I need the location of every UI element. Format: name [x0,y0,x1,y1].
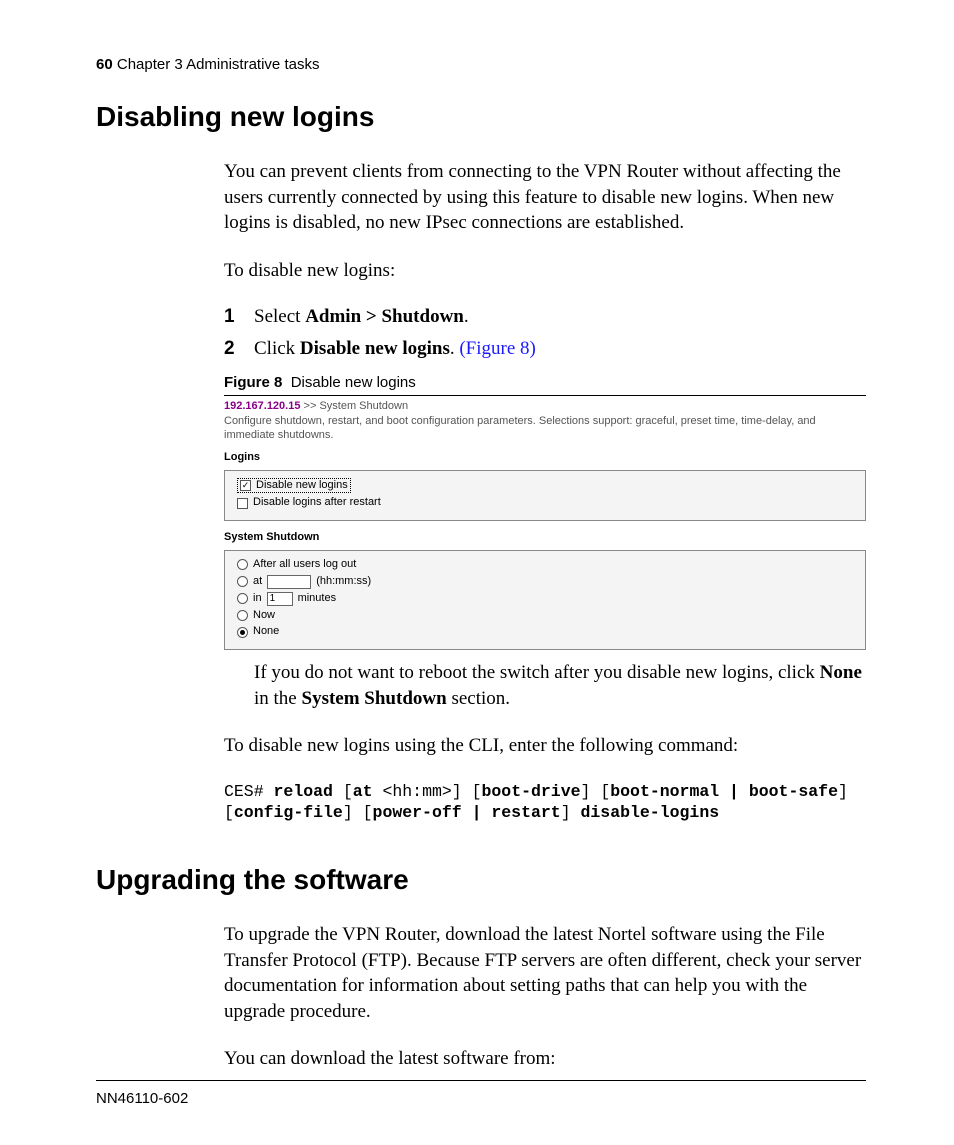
checkbox-row: Disable logins after restart [237,496,853,510]
panel-title-logins: Logins [224,451,866,465]
body-paragraph: To upgrade the VPN Router, download the … [224,922,866,1025]
note-mid: in the [254,688,302,709]
note-pre: If you do not want to reboot the switch … [254,662,820,683]
radio-dot-icon [240,630,245,635]
step-item: 2 Click Disable new logins. (Figure 8) [224,338,866,360]
checkbox-label: Disable new logins [256,479,348,493]
note-post: section. [447,688,510,709]
section-heading-disabling: Disabling new logins [96,101,866,133]
radio-prefix: in [253,592,262,606]
radio-none[interactable] [237,627,248,638]
minutes-input[interactable]: 1 [267,592,293,606]
radio-suffix: minutes [298,592,337,606]
step-pre: Click [254,338,300,359]
panel-title-shutdown: System Shutdown [224,531,866,545]
radio-suffix: (hh:mm:ss) [316,575,371,589]
page-number: 60 [96,56,113,73]
radio-at-time[interactable] [237,576,248,587]
footer-rule [96,1080,866,1081]
radio-prefix: at [253,575,262,589]
radio-row: Now [237,609,853,623]
figure-screenshot: 192.167.120.15 >> System Shutdown Config… [224,400,866,651]
step-text: Select Admin > Shutdown. [254,306,866,328]
radio-label: None [253,625,279,639]
shutdown-panel: After all users log out at (hh:mm:ss) in… [224,550,866,650]
step-number: 1 [224,306,254,328]
step-bold: Disable new logins [300,338,450,359]
note-bold: None [820,662,862,683]
step-post: . [450,338,460,359]
focus-ring: ✓ Disable new logins [237,478,351,494]
radio-in-minutes[interactable] [237,593,248,604]
checkbox-row: ✓ Disable new logins [237,478,853,494]
step-post: . [464,306,469,327]
cli-command: CES# reload [at <hh:mm>] [boot-drive] [b… [224,781,866,824]
section-heading-upgrading: Upgrading the software [96,864,866,896]
radio-row: None [237,625,853,639]
radio-after-users-logout[interactable] [237,559,248,570]
checkbox-disable-after-restart[interactable] [237,498,248,509]
radio-row: After all users log out [237,558,853,572]
radio-label: Now [253,609,275,623]
radio-now[interactable] [237,610,248,621]
chapter-title: Chapter 3 Administrative tasks [117,56,320,73]
step-bold: Admin > Shutdown [305,306,464,327]
body-paragraph: You can prevent clients from connecting … [224,159,866,236]
breadcrumb-ip[interactable]: 192.167.120.15 [224,400,300,412]
figure-caption: Figure 8 Disable new logins [224,374,866,396]
note-bold: System Shutdown [302,688,447,709]
checkbox-disable-new-logins[interactable]: ✓ [240,480,251,491]
step-number: 2 [224,338,254,360]
figure-link[interactable]: (Figure 8) [459,338,536,359]
logins-panel: ✓ Disable new logins Disable logins afte… [224,470,866,522]
radio-row: in 1 minutes [237,592,853,606]
footer-doc-id: NN46110-602 [96,1090,188,1107]
body-paragraph: To disable new logins: [224,258,866,284]
breadcrumb-page: System Shutdown [319,400,408,412]
ordered-steps: 1 Select Admin > Shutdown. 2 Click Disab… [224,306,866,360]
step-item: 1 Select Admin > Shutdown. [224,306,866,328]
figure-label: Figure 8 [224,374,282,391]
figure-caption-text: Disable new logins [291,374,416,391]
figure-followup-note: If you do not want to reboot the switch … [254,660,866,711]
body-paragraph: You can download the latest software fro… [224,1046,866,1072]
breadcrumb: 192.167.120.15 >> System Shutdown [224,400,866,414]
radio-label: After all users log out [253,558,356,572]
page-header: 60 Chapter 3 Administrative tasks [96,56,866,73]
figure-description: Configure shutdown, restart, and boot co… [224,415,866,443]
step-text: Click Disable new logins. (Figure 8) [254,338,866,360]
breadcrumb-sep: >> [300,400,319,412]
body-paragraph: To disable new logins using the CLI, ent… [224,733,866,759]
time-input[interactable] [267,575,311,589]
step-pre: Select [254,306,305,327]
checkbox-label: Disable logins after restart [253,496,381,510]
radio-row: at (hh:mm:ss) [237,575,853,589]
